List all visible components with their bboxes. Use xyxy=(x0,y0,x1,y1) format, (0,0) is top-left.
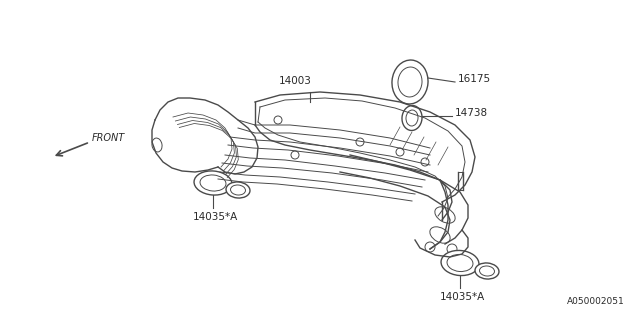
Text: 14003: 14003 xyxy=(278,76,312,86)
Circle shape xyxy=(291,151,299,159)
Ellipse shape xyxy=(392,60,428,104)
Ellipse shape xyxy=(475,263,499,279)
Circle shape xyxy=(421,158,429,166)
Text: FRONT: FRONT xyxy=(92,133,125,143)
Text: 14035*A: 14035*A xyxy=(193,212,237,222)
Ellipse shape xyxy=(435,207,455,223)
Text: 14738: 14738 xyxy=(455,108,488,118)
Circle shape xyxy=(425,242,435,252)
Text: 14035*A: 14035*A xyxy=(440,292,484,302)
Ellipse shape xyxy=(402,106,422,131)
Ellipse shape xyxy=(430,227,450,243)
Circle shape xyxy=(274,116,282,124)
Ellipse shape xyxy=(441,251,479,276)
Ellipse shape xyxy=(226,182,250,198)
Circle shape xyxy=(396,148,404,156)
Circle shape xyxy=(356,138,364,146)
Circle shape xyxy=(447,244,457,254)
Ellipse shape xyxy=(194,171,232,195)
Text: A050002051: A050002051 xyxy=(567,297,625,306)
Text: 16175: 16175 xyxy=(458,74,491,84)
